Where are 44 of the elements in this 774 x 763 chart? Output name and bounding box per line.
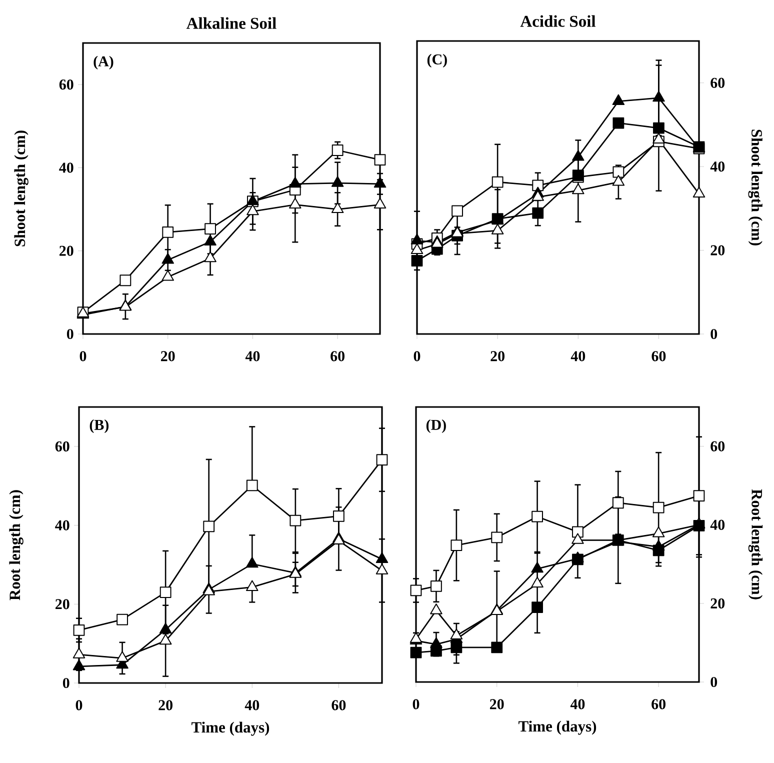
- chart-title: Acidic Soil: [520, 15, 596, 27]
- y2-tick-label: 20: [710, 598, 725, 608]
- y-tick-label: 20: [60, 246, 74, 256]
- x-tick-label: 60: [332, 700, 346, 710]
- y-axis-title: Root length (cm): [9, 490, 24, 600]
- y2-tick-label: 0: [710, 676, 718, 688]
- y-tick-label: 60: [55, 441, 70, 452]
- y2-tick-label: 40: [710, 162, 725, 172]
- y-tick-label: 20: [56, 599, 70, 610]
- x-tick-label: 40: [245, 351, 260, 362]
- y-tick-label: 60: [59, 80, 74, 90]
- x-tick-label: 20: [160, 351, 175, 362]
- y2-tick-label: 0: [710, 328, 718, 340]
- x-tick-label: 20: [490, 699, 504, 710]
- x-tick-label: 40: [570, 351, 586, 362]
- x-tick-label: 0: [414, 351, 420, 362]
- y2-tick-label: 20: [710, 245, 725, 256]
- x-tick-label: 40: [570, 699, 585, 710]
- y-tick-label: 40: [59, 162, 74, 173]
- x-tick-label: 60: [652, 699, 666, 710]
- y-tick-label: 0: [62, 678, 70, 688]
- annotation: (A): [94, 56, 114, 70]
- y2-tick-label: 60: [710, 441, 725, 452]
- x-axis-title: Time (days): [192, 722, 270, 736]
- x-tick-label: 40: [244, 700, 260, 710]
- y-tick-label: 40: [55, 520, 70, 530]
- x-tick-label: 0: [76, 700, 82, 710]
- x-axis-title: Time (days): [518, 720, 596, 735]
- x-tick-label: 60: [652, 351, 666, 362]
- y-tick-label: 0: [66, 328, 74, 340]
- x-tick-label: 0: [80, 351, 86, 362]
- y2-axis-title: Root length (cm): [748, 489, 763, 600]
- y2-tick-label: 40: [710, 520, 725, 530]
- x-tick-label: 60: [330, 351, 344, 362]
- y2-tick-label: 60: [710, 78, 725, 88]
- x-tick-label: 0: [412, 699, 420, 710]
- y-axis-title: Shoot length (cm): [14, 130, 28, 246]
- annotation: (D): [426, 419, 446, 433]
- annotation: (B): [90, 419, 109, 433]
- x-tick-label: 20: [158, 700, 172, 710]
- x-tick-label: 20: [490, 351, 504, 362]
- chart-title: Alkaline Soil: [186, 17, 276, 29]
- y2-axis-title: Shoot length (cm): [748, 130, 762, 246]
- annotation: (C): [427, 54, 447, 68]
